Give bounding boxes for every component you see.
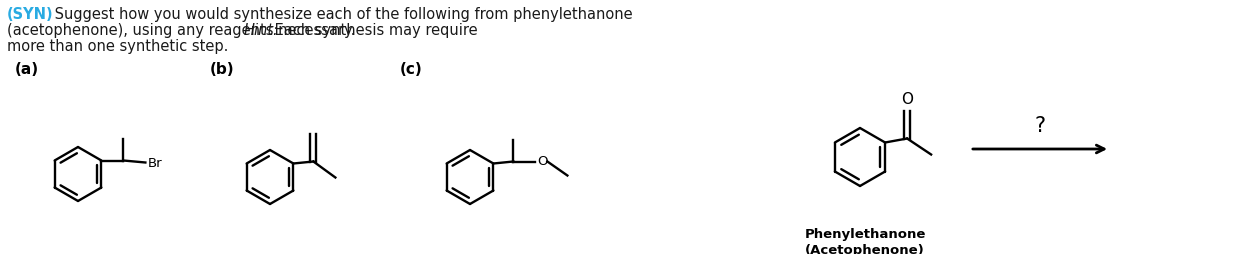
Text: ?: ? [1034,116,1045,135]
Text: (b): (b) [210,62,234,77]
Text: O: O [537,154,548,167]
Text: O: O [901,92,913,107]
Text: Hint:: Hint: [244,23,279,38]
Text: (a): (a) [15,62,40,77]
Text: Each synthesis may require: Each synthesis may require [270,23,477,38]
Text: (acetophenone), using any reagents necessary.: (acetophenone), using any reagents neces… [7,23,360,38]
Text: (SYN): (SYN) [7,7,53,22]
Text: more than one synthetic step.: more than one synthetic step. [7,39,228,54]
Text: Phenylethanone
(Acetophenone): Phenylethanone (Acetophenone) [805,227,926,254]
Text: Suggest how you would synthesize each of the following from phenylethanone: Suggest how you would synthesize each of… [50,7,632,22]
Text: (c): (c) [401,62,423,77]
Text: Br: Br [148,156,162,169]
